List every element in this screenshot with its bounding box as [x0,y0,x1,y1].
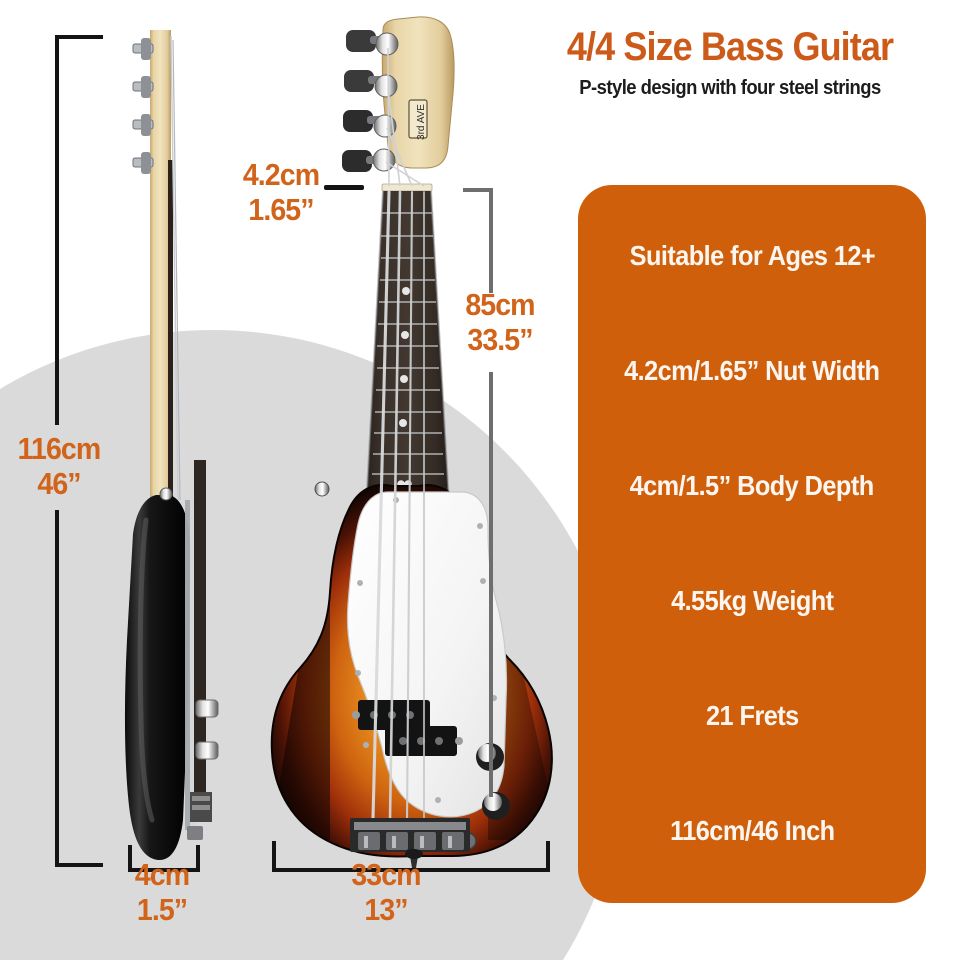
spec-item-length: 116cm/46 Inch [669,815,835,847]
label-nut-width-imperial: 1.65” [248,191,314,227]
spec-item-age: Suitable for Ages 12+ [629,240,875,272]
tuning-pegs [342,30,388,172]
svg-text:3rd AVE: 3rd AVE [416,104,427,140]
label-nut-width-metric: 4.2cm [242,157,320,192]
label-scale-length-imperial: 33.5” [467,321,533,357]
label-body-width-metric: 33cm [351,857,421,892]
label-body-depth-metric: 4cm [134,857,190,892]
spec-item-weight: 4.55kg Weight [670,585,834,617]
header: 4/4 Size Bass Guitar P-style design with… [520,26,940,100]
spec-item-body-depth: 4cm/1.5” Body Depth [629,470,875,502]
label-body-width-imperial: 13” [364,891,408,927]
label-scale-length-metric: 85cm [465,287,535,322]
page-subtitle: P-style design with four steel strings [579,76,881,99]
headstock-logo: 3rd AVE [408,99,428,140]
spec-item-frets: 21 Frets [705,700,799,732]
spec-panel: Suitable for Ages 12+ 4.2cm/1.65” Nut Wi… [578,185,926,903]
label-body-width: 33cm 13” [334,857,437,927]
label-total-length-metric: 116cm [17,431,102,466]
label-nut-width: 4.2cm 1.65” [230,157,331,227]
label-total-length-imperial: 46” [37,465,81,501]
label-scale-length: 85cm 33.5” [452,287,548,357]
page-title: 4/4 Size Bass Guitar [566,25,894,69]
tuner-posts [372,32,399,172]
label-total-length: 116cm 46” [5,431,114,501]
spec-item-nut-width: 4.2cm/1.65” Nut Width [624,355,880,387]
label-body-depth: 4cm 1.5” [122,857,203,927]
label-body-depth-imperial: 1.5” [136,891,188,927]
